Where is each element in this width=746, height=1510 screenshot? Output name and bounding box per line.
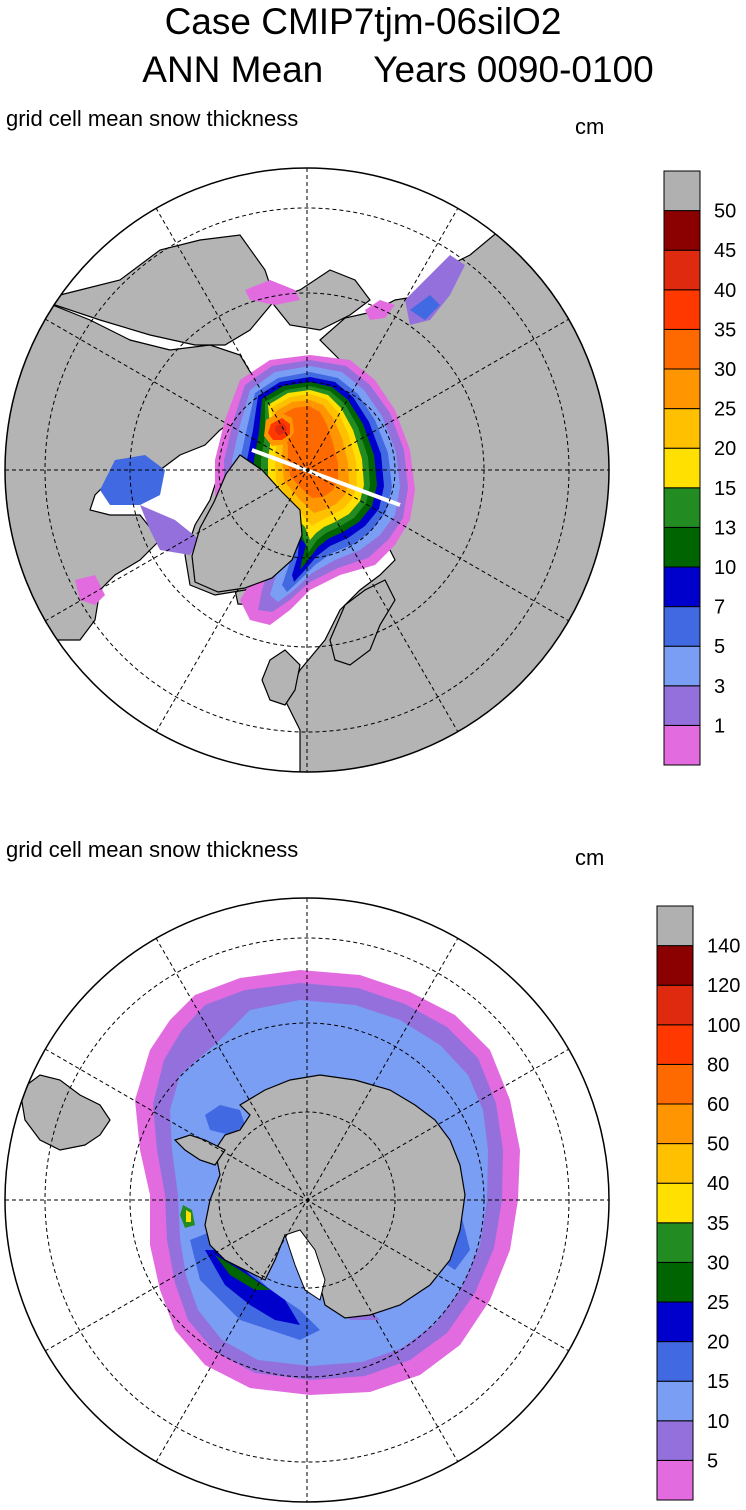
colorbar-label: 5 — [707, 1450, 718, 1472]
colorbar-swatch — [656, 1024, 694, 1065]
colorbar-swatch — [656, 1341, 694, 1382]
chukotka-land — [268, 269, 371, 331]
north-polar-map — [4, 167, 610, 773]
south-polar-map — [4, 897, 610, 1503]
antarctic-peninsula — [173, 1134, 226, 1166]
colorbar-label: 40 — [714, 280, 736, 302]
colorbar-label: 10 — [707, 1411, 729, 1433]
colorbar-swatch — [663, 408, 701, 449]
colorbar-swatch — [656, 1459, 694, 1501]
season-label: ANN Mean — [142, 49, 324, 90]
north-units: cm — [575, 114, 605, 139]
colorbar-swatch — [656, 984, 694, 1026]
colorbar-swatch — [656, 945, 694, 986]
colorbar-label: 25 — [707, 1292, 729, 1314]
transect-line — [251, 448, 401, 507]
colorbar-label: 45 — [714, 240, 736, 262]
colorbar-swatch — [663, 526, 701, 568]
colorbar-label: 35 — [707, 1213, 729, 1235]
colorbar-swatch — [663, 724, 701, 766]
south-colorbar: 5 10 15 20 25 30 35 40 50 60 80 100 120 140 — [656, 905, 740, 1501]
colorbar-swatch — [656, 1103, 694, 1145]
south-panel-label: grid cell mean snow thickness — [6, 837, 299, 862]
colorbar-label: 120 — [707, 975, 740, 997]
colorbar-swatch — [656, 1222, 694, 1263]
colorbar-swatch — [656, 1261, 694, 1303]
colorbar-swatch — [663, 368, 701, 410]
hudson-bay-snow — [100, 455, 165, 505]
colorbar-swatch — [663, 210, 701, 251]
colorbar-swatch — [656, 1420, 694, 1461]
colorbar-label: 1 — [714, 715, 725, 737]
south-america-land — [19, 1074, 111, 1151]
colorbar-label: 3 — [714, 676, 725, 698]
colorbar-label: 100 — [707, 1015, 740, 1037]
colorbar-label: 10 — [714, 557, 736, 579]
colorbar-swatch — [656, 1143, 694, 1184]
plot-title: Case CMIP7tjm-06silO2 — [164, 1, 562, 42]
colorbar-label: 5 — [714, 636, 725, 658]
colorbar-label: 13 — [714, 517, 736, 539]
colorbar-swatch — [663, 170, 701, 212]
plot-subtitle: ANN Mean Years 0090-0100 — [25, 50, 746, 90]
colorbar-label: 20 — [714, 438, 736, 460]
colorbar-swatch — [663, 606, 701, 647]
south-graticule — [5, 898, 609, 1502]
scandinavia-land — [329, 579, 396, 666]
colorbar-label: 25 — [714, 399, 736, 421]
north-graticule — [5, 168, 609, 772]
colorbar-label: 80 — [707, 1054, 729, 1076]
colorbar-label: 35 — [714, 319, 736, 341]
uk-land — [261, 649, 301, 706]
colorbar-swatch — [656, 1380, 694, 1422]
colorbar-label: 30 — [707, 1252, 729, 1274]
colorbar-label: 40 — [707, 1173, 729, 1195]
colorbar-swatch — [663, 447, 701, 489]
colorbar-swatch — [656, 905, 694, 947]
north-panel-label: grid cell mean snow thickness — [6, 106, 299, 131]
colorbar-swatch — [663, 289, 701, 330]
colorbar-label: 30 — [714, 359, 736, 381]
colorbar-swatch — [656, 1063, 694, 1105]
colorbar-swatch — [663, 487, 701, 528]
colorbar-swatch — [663, 685, 701, 726]
colorbar-swatch — [656, 1301, 694, 1343]
colorbar-label: 15 — [707, 1371, 729, 1393]
colorbar-swatch — [663, 328, 701, 370]
colorbar-label: 50 — [714, 201, 736, 223]
colorbar-swatch — [663, 566, 701, 608]
colorbar-label: 15 — [714, 478, 736, 500]
colorbar-label: 50 — [707, 1134, 729, 1156]
colorbar-swatch — [656, 1182, 694, 1224]
colorbar-label: 140 — [707, 936, 740, 958]
colorbar-label: 7 — [714, 597, 725, 619]
antarctica-land — [204, 1074, 466, 1319]
colorbar-swatch — [663, 645, 701, 687]
colorbar-label: 60 — [707, 1094, 729, 1116]
colorbar-label: 20 — [707, 1332, 729, 1354]
colorbar-swatch — [663, 249, 701, 291]
arctic-snow-field — [215, 355, 415, 625]
south-units: cm — [575, 845, 605, 870]
years-label: Years 0090-0100 — [373, 49, 654, 90]
